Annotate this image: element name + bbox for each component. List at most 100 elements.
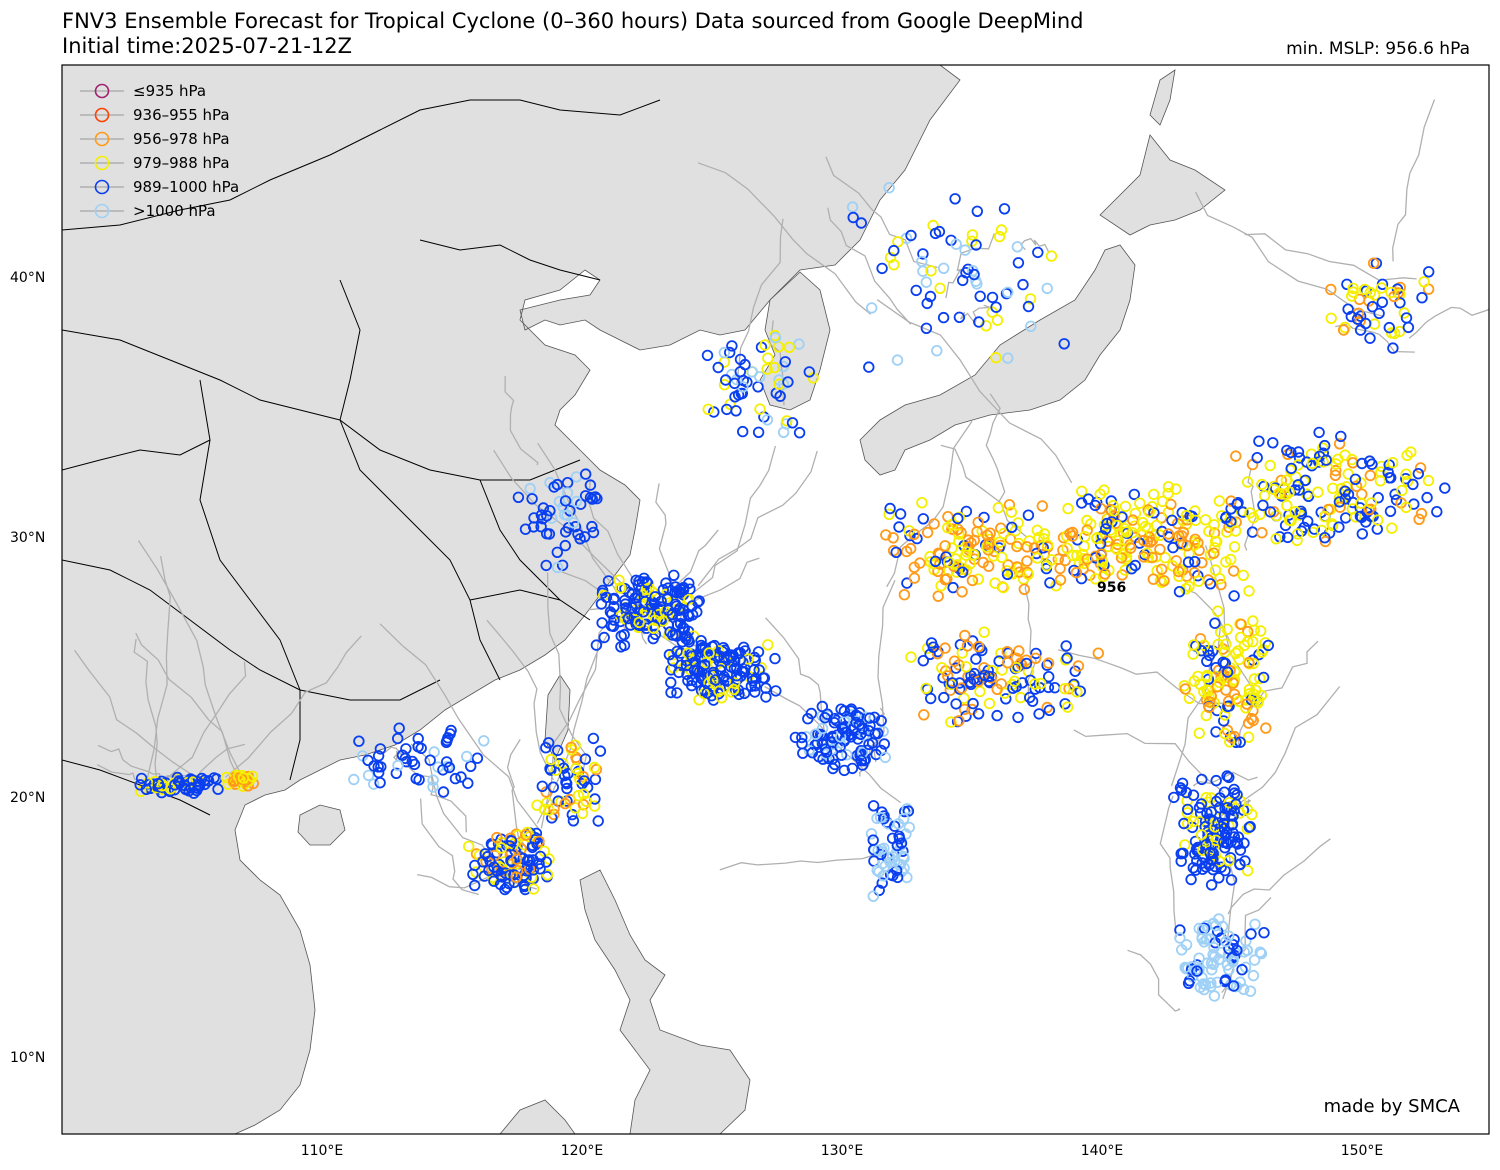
track-marker (946, 677, 959, 689)
track-marker (1238, 639, 1251, 652)
track-marker (729, 391, 741, 403)
track-marker (1203, 701, 1215, 714)
track-marker (754, 403, 766, 415)
track-marker (865, 828, 878, 840)
track-line (588, 478, 640, 628)
track-marker (1108, 505, 1120, 517)
track-marker (1207, 863, 1219, 876)
track-marker (1400, 473, 1412, 485)
track-marker (887, 544, 900, 557)
track-marker (706, 641, 719, 653)
track-marker (1129, 559, 1142, 572)
track-marker (1254, 946, 1266, 958)
track-marker (1394, 281, 1406, 294)
track-marker (1256, 478, 1268, 491)
track-line (985, 393, 1006, 503)
track-marker (561, 509, 573, 521)
track-marker (739, 663, 751, 675)
track-marker (1213, 802, 1226, 814)
track-marker (1223, 736, 1236, 748)
track-marker (1247, 615, 1259, 627)
track-marker (750, 672, 762, 685)
track-marker (990, 352, 1002, 364)
track-marker (793, 338, 805, 350)
track-marker (590, 639, 603, 651)
track-marker (1227, 565, 1240, 577)
track-marker (237, 772, 250, 784)
track-marker (683, 636, 695, 648)
legend-item-le935: ≤935 hPa (80, 82, 206, 100)
track-marker (1143, 506, 1156, 518)
track-marker (1005, 506, 1018, 518)
track-marker (477, 856, 489, 868)
track-marker (1356, 528, 1369, 540)
track-marker (1251, 697, 1264, 709)
track-marker (1138, 551, 1150, 563)
track-marker (548, 481, 560, 493)
track-marker (925, 265, 937, 277)
track-marker (202, 775, 215, 787)
track-marker (152, 777, 165, 790)
track-marker (866, 302, 878, 314)
track-line (137, 540, 242, 775)
track-marker (463, 840, 475, 853)
track-marker (1384, 505, 1397, 518)
track-marker (908, 528, 920, 541)
track-marker (1082, 493, 1095, 505)
track-marker (1158, 575, 1170, 587)
track-marker (478, 735, 490, 747)
track-marker (1356, 457, 1368, 470)
track-marker (1119, 564, 1131, 576)
track-marker (1071, 686, 1083, 698)
track-line (1392, 99, 1436, 262)
track-marker (1218, 817, 1230, 830)
track-marker (1241, 823, 1254, 835)
track-marker (504, 869, 516, 881)
track-marker (1189, 835, 1202, 848)
track-marker (955, 682, 968, 694)
track-marker (691, 664, 704, 677)
track-line (225, 635, 362, 778)
track-marker (353, 735, 365, 747)
legend-item-989-1000: 989–1000 hPa (80, 178, 239, 196)
track-marker (1205, 980, 1217, 993)
track-marker (1089, 499, 1101, 512)
track-line (827, 207, 912, 325)
track-marker (1213, 573, 1226, 585)
track-marker (553, 495, 566, 508)
track-marker (974, 290, 986, 303)
track-marker (1022, 509, 1035, 521)
track-marker (1024, 293, 1037, 305)
track-marker (760, 691, 772, 703)
track-marker (953, 715, 965, 727)
track-marker (660, 577, 672, 589)
track-marker (949, 193, 961, 205)
track-marker (1166, 560, 1179, 572)
track-marker (1249, 684, 1262, 696)
track-line (825, 156, 938, 269)
track-marker (991, 709, 1003, 722)
track-marker (1058, 338, 1070, 350)
track-marker (827, 762, 839, 775)
track-marker (1222, 930, 1235, 942)
track-line (486, 619, 554, 781)
track-line (886, 420, 973, 588)
track-marker (942, 522, 954, 534)
track-marker (1386, 522, 1398, 534)
track-marker (1217, 656, 1229, 669)
track-marker (1234, 858, 1246, 871)
track-marker (540, 856, 553, 868)
track-marker (816, 700, 829, 713)
track-marker (1001, 646, 1014, 658)
track-marker (878, 738, 891, 750)
track-marker (512, 491, 525, 504)
track-marker (742, 653, 754, 665)
track-marker (495, 842, 508, 854)
track-marker (467, 868, 479, 881)
track-line (1057, 649, 1224, 705)
track-marker (1228, 783, 1240, 796)
track-marker (852, 711, 865, 723)
track-marker (879, 751, 892, 764)
track-marker (1222, 700, 1234, 713)
track-marker (579, 531, 591, 543)
